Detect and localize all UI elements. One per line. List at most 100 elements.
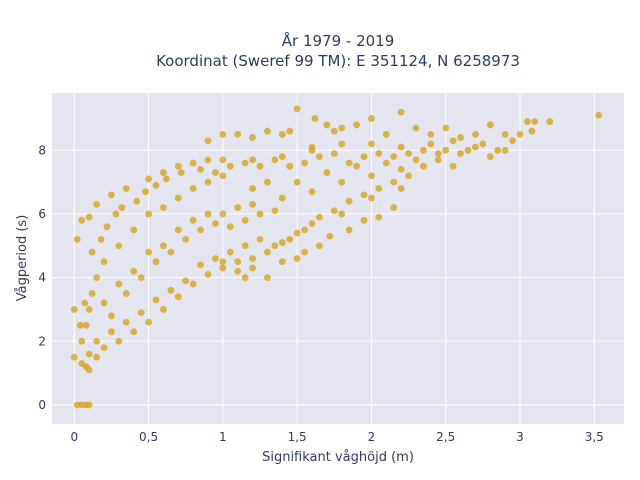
scatter-point bbox=[368, 172, 375, 180]
scatter-point bbox=[112, 210, 120, 218]
scatter-point bbox=[360, 216, 368, 224]
scatter-point bbox=[434, 156, 442, 164]
scatter-point bbox=[412, 156, 420, 164]
scatter-point bbox=[338, 210, 346, 218]
scatter-point bbox=[234, 267, 242, 275]
scatter-point bbox=[108, 328, 115, 336]
scatter-point bbox=[271, 242, 279, 250]
scatter-point bbox=[256, 210, 264, 218]
scatter-point bbox=[449, 162, 457, 170]
x-tick-label: 3 bbox=[516, 430, 524, 444]
scatter-point bbox=[219, 258, 227, 266]
scatter-point bbox=[212, 255, 219, 262]
scatter-point bbox=[316, 213, 323, 221]
scatter-point bbox=[397, 185, 405, 192]
scatter-point bbox=[427, 130, 435, 138]
scatter-point bbox=[122, 318, 130, 326]
scatter-point bbox=[249, 255, 256, 262]
scatter-point bbox=[375, 185, 383, 192]
scatter-point bbox=[256, 162, 264, 170]
scatter-point bbox=[345, 197, 353, 205]
scatter-point bbox=[130, 226, 138, 234]
scatter-point bbox=[226, 223, 234, 231]
scatter-point bbox=[70, 306, 78, 313]
scatter-point bbox=[212, 220, 219, 227]
plot-area bbox=[52, 93, 624, 424]
scatter-point bbox=[100, 344, 108, 352]
scatter-point bbox=[278, 258, 286, 266]
scatter-point bbox=[360, 153, 368, 161]
scatter-point bbox=[486, 153, 494, 161]
scatter-point bbox=[160, 306, 167, 313]
scatter-point bbox=[160, 242, 167, 250]
scatter-point bbox=[167, 286, 175, 294]
scatter-point bbox=[301, 159, 308, 167]
x-tick-label: 1 bbox=[219, 430, 227, 444]
y-axis-ticks: 0 2 4 6 8 bbox=[38, 143, 46, 412]
scatter-point bbox=[189, 216, 197, 224]
scatter-point bbox=[293, 229, 301, 237]
scatter-point bbox=[167, 248, 175, 256]
scatter-point bbox=[375, 150, 383, 157]
scatter-point bbox=[308, 146, 316, 154]
scatter-point bbox=[234, 204, 242, 211]
scatter-point bbox=[93, 337, 100, 345]
scatter-point bbox=[241, 274, 249, 281]
scatter-point bbox=[278, 130, 286, 138]
scatter-point bbox=[368, 194, 375, 202]
scatter-point bbox=[390, 204, 398, 211]
scatter-point bbox=[316, 242, 323, 250]
scatter-point bbox=[108, 312, 115, 320]
scatter-point bbox=[93, 274, 100, 281]
scatter-point bbox=[163, 175, 170, 183]
scatter-point bbox=[301, 226, 308, 234]
scatter-point bbox=[338, 178, 346, 186]
scatter-point bbox=[122, 290, 130, 297]
scatter-point bbox=[174, 162, 182, 170]
scatter-point bbox=[286, 162, 294, 170]
x-axis-label: Signifikant våghöjd (m) bbox=[262, 450, 414, 465]
scatter-point bbox=[100, 258, 108, 266]
y-tick-label: 0 bbox=[38, 398, 46, 412]
scatter-point bbox=[137, 274, 145, 281]
scatter-point bbox=[115, 242, 123, 250]
scatter-point bbox=[308, 188, 316, 196]
scatter-point bbox=[494, 146, 502, 154]
scatter-point bbox=[142, 188, 150, 196]
scatter-point bbox=[271, 156, 279, 164]
scatter-point bbox=[122, 185, 130, 192]
scatter-point bbox=[264, 274, 271, 281]
scatter-point bbox=[256, 236, 264, 243]
scatter-point bbox=[360, 191, 368, 199]
scatter-point bbox=[219, 130, 227, 138]
x-tick-label: 0,5 bbox=[139, 430, 158, 444]
scatter-point bbox=[264, 178, 271, 186]
scatter-point bbox=[204, 156, 212, 164]
scatter-point bbox=[345, 226, 353, 234]
scatter-point bbox=[427, 140, 435, 148]
scatter-point bbox=[528, 127, 536, 135]
y-tick-label: 6 bbox=[38, 207, 46, 221]
scatter-point bbox=[189, 159, 197, 167]
chart-title-line-2: Koordinat (Sweref 99 TM): E 351124, N 62… bbox=[156, 52, 520, 70]
scatter-point bbox=[130, 328, 138, 336]
scatter-point bbox=[368, 115, 375, 122]
scatter-point bbox=[457, 150, 464, 157]
scatter-point bbox=[100, 299, 108, 307]
scatter-point bbox=[516, 130, 524, 138]
scatter-point bbox=[330, 150, 338, 157]
scatter-point bbox=[88, 290, 96, 297]
scatter-point bbox=[145, 210, 152, 218]
scatter-point bbox=[73, 236, 81, 243]
scatter-point bbox=[286, 236, 294, 243]
scatter-point bbox=[293, 178, 301, 186]
scatter-point bbox=[204, 210, 212, 218]
scatter-point bbox=[293, 105, 301, 113]
scatter-point bbox=[249, 156, 256, 164]
scatter-point bbox=[382, 130, 390, 138]
scatter-point bbox=[145, 318, 152, 326]
scatter-point bbox=[486, 121, 494, 129]
scatter-point bbox=[375, 213, 383, 221]
scatter-point bbox=[326, 232, 334, 240]
scatter-point bbox=[152, 296, 160, 304]
